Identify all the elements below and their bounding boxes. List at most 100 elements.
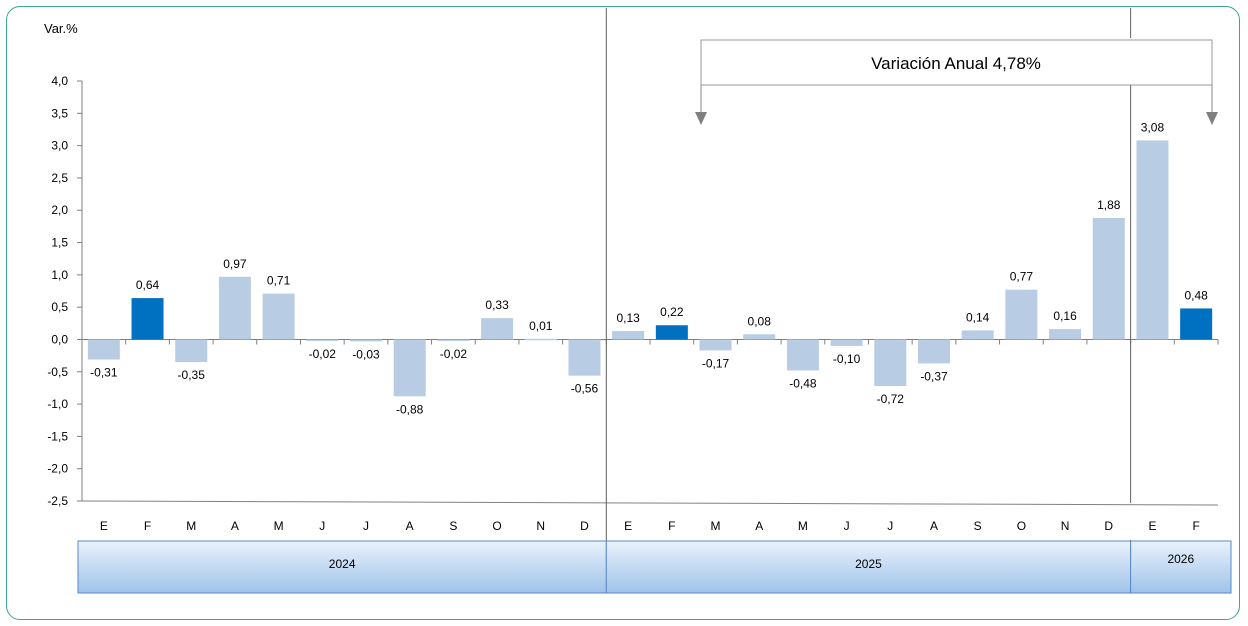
data-label: 3,08 (1141, 120, 1165, 134)
year-label: 2026 (1167, 552, 1194, 566)
annual-variation-label: Variación Anual 4,78% (871, 54, 1041, 73)
data-label: 0,13 (616, 311, 640, 325)
bar (743, 334, 776, 340)
bars (87, 140, 1213, 397)
bar (874, 339, 907, 386)
year-band (1130, 540, 1232, 594)
bar (699, 339, 732, 351)
x-tick-label: M (186, 519, 196, 533)
x-tick-label: E (1148, 519, 1156, 533)
data-label: 0,48 (1184, 288, 1208, 302)
x-tick-label: J (887, 519, 893, 533)
bar (175, 339, 208, 363)
x-tick-label: E (100, 519, 108, 533)
x-tick-label: J (363, 519, 369, 533)
x-tick-label: A (755, 519, 763, 533)
data-label: -0,48 (789, 376, 817, 390)
data-label: 0,33 (485, 298, 509, 312)
bar (961, 330, 994, 340)
axes: 4,0 3,5 3,0 2,5 2,0 1,5 1,0 0,5 0,0 -0,5 -1,0 -1,5 -… (47, 8, 1219, 593)
x-tick-label: D (1104, 519, 1113, 533)
y-tick-label: 0,0 (51, 332, 68, 346)
bar (437, 339, 470, 341)
bar (481, 318, 514, 340)
y-tick-label: -2,0 (47, 462, 68, 476)
x-tick-label: O (1017, 519, 1026, 533)
bar (1180, 308, 1213, 340)
bar (131, 298, 164, 340)
y-axis-label: Var.% (44, 21, 78, 36)
bar (87, 339, 120, 360)
bar (350, 339, 382, 342)
x-tick-label: A (406, 519, 414, 533)
bar (786, 339, 819, 371)
data-label: -0,37 (920, 369, 948, 383)
y-tick-label: -1,5 (47, 429, 68, 443)
data-label: 0,22 (660, 305, 684, 319)
bar (918, 339, 950, 364)
x-tick-label: E (624, 519, 632, 533)
data-label: -0,56 (571, 382, 599, 396)
x-tick-label: M (798, 519, 808, 533)
year-label: 2025 (855, 557, 882, 571)
arrow-down-icon (695, 112, 707, 125)
year-band (77, 540, 607, 594)
bar (1136, 140, 1169, 340)
data-label: -0,10 (833, 352, 861, 366)
x-tick-label: F (668, 519, 675, 533)
x-tick-label: D (580, 519, 589, 533)
data-label: 0,97 (223, 257, 247, 271)
x-tick-label: M (274, 519, 284, 533)
bar (218, 276, 251, 340)
year-label: 2024 (329, 557, 356, 571)
x-tick-label: O (492, 519, 501, 533)
bar (655, 325, 688, 340)
data-label: -0,31 (90, 365, 118, 379)
x-tick-label: A (930, 519, 938, 533)
bar (262, 293, 295, 340)
year-bands: 2024 2025 2026 (77, 540, 1232, 594)
data-label: 0,14 (966, 310, 990, 324)
y-tick-label: -1,0 (47, 397, 68, 411)
bar (524, 338, 557, 341)
x-tick-label: S (449, 519, 457, 533)
bar (393, 339, 426, 397)
bar (1005, 289, 1038, 340)
data-label: 0,64 (136, 278, 160, 292)
data-label: 1,88 (1097, 198, 1121, 212)
x-tick-label: N (1061, 519, 1070, 533)
data-labels: -0,31 0,64 -0,35 0,97 0,71 -0,02 -0,03 -0,88 -0,… (90, 120, 1208, 416)
data-label: -0,02 (309, 347, 337, 361)
bar (306, 339, 339, 341)
data-label: -0,02 (440, 347, 468, 361)
data-label: -0,88 (396, 402, 424, 416)
y-tick-label: 2,5 (51, 171, 68, 185)
bar (1092, 217, 1125, 340)
data-label: -0,72 (877, 392, 905, 406)
data-label: -0,17 (702, 356, 730, 370)
x-tick-label: F (144, 519, 151, 533)
x-tick-label: F (1192, 519, 1199, 533)
y-tick-label: -0,5 (47, 365, 68, 379)
arrow-down-icon (1206, 112, 1218, 125)
x-tick-label: J (319, 519, 325, 533)
bar (568, 339, 601, 376)
y-tick-label: -2,5 (47, 494, 68, 508)
y-tick-label: 1,0 (51, 268, 68, 282)
data-label: 0,77 (1010, 270, 1034, 284)
x-tick-label: A (231, 519, 239, 533)
annual-variation-bracket: Variación Anual 4,78% (695, 39, 1218, 125)
y-tick-label: 2,0 (51, 203, 68, 217)
data-label: -0,03 (352, 347, 380, 361)
data-label: 0,16 (1053, 309, 1077, 323)
y-tick-label: 3,5 (51, 106, 68, 120)
data-label: 0,71 (267, 274, 291, 288)
bottom-axis-line (81, 500, 1219, 506)
bracket-box (700, 39, 1213, 86)
y-tick-label: 4,0 (51, 74, 68, 88)
y-tick-label: 3,0 (51, 139, 68, 153)
bar (830, 339, 863, 346)
y-tick-label: 1,5 (51, 236, 68, 250)
